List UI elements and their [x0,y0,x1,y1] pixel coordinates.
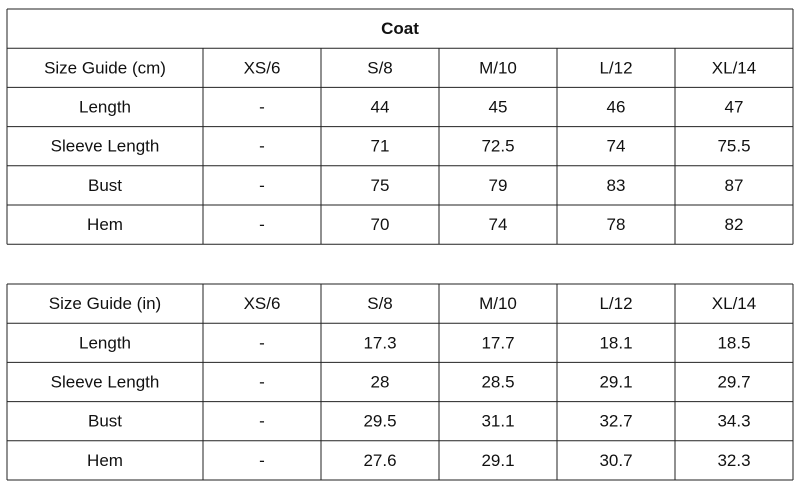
header-cell: Size Guide (in) [49,294,161,313]
table-cell: 17.7 [481,333,514,352]
table-cell: Length [79,333,131,352]
table-cell: 45 [489,97,508,116]
table-cell: 44 [371,97,390,116]
header-cell: L/12 [599,294,632,313]
table-cell: 29.5 [363,412,396,431]
header-cell: M/10 [479,294,517,313]
table-cell: Hem [87,215,123,234]
table-cell: 78 [607,215,626,234]
table-cell: 74 [607,137,626,156]
table-cell: - [259,176,265,195]
table-cell: 82 [725,215,744,234]
table-cell: 47 [725,97,744,116]
table-cell: 70 [371,215,390,234]
table-cell: 34.3 [717,412,750,431]
table-cell: 30.7 [599,451,632,470]
table-cell: - [259,215,265,234]
table-cell: Length [79,97,131,116]
table-cell: 71 [371,137,390,156]
table-cell: 29.7 [717,372,750,391]
header-cell: L/12 [599,58,632,77]
table-cell: 75.5 [717,137,750,156]
table-cell: 32.3 [717,451,750,470]
header-cell: Size Guide (cm) [44,58,166,77]
header-cell: S/8 [367,294,393,313]
table-cell: 72.5 [481,137,514,156]
table-cell: 32.7 [599,412,632,431]
table-cell: - [259,137,265,156]
header-cell: XS/6 [244,58,281,77]
table-cell: 18.5 [717,333,750,352]
header-cell: M/10 [479,58,517,77]
table-cell: - [259,97,265,116]
table-cell: 83 [607,176,626,195]
table-cell: 74 [489,215,508,234]
table-title: Coat [381,19,419,38]
table-cell: 27.6 [363,451,396,470]
table-cell: 28 [371,372,390,391]
table-cell: 75 [371,176,390,195]
table-cell: 29.1 [481,451,514,470]
table-cell: 79 [489,176,508,195]
header-cell: S/8 [367,58,393,77]
table-cell: - [259,451,265,470]
table-cell: - [259,412,265,431]
table-cell: Sleeve Length [51,137,160,156]
header-cell: XS/6 [244,294,281,313]
table-cell: 17.3 [363,333,396,352]
table-cell: 28.5 [481,372,514,391]
table-cell: Sleeve Length [51,372,160,391]
table-cell: 87 [725,176,744,195]
table-cell: - [259,333,265,352]
table-cell: Bust [88,412,122,431]
table-cell: 31.1 [481,412,514,431]
table-cell: - [259,372,265,391]
table-cell: 29.1 [599,372,632,391]
table-cell: 46 [607,97,626,116]
table-cell: Hem [87,451,123,470]
header-cell: XL/14 [712,294,756,313]
table-cell: Bust [88,176,122,195]
table-cell: 18.1 [599,333,632,352]
header-cell: XL/14 [712,58,756,77]
